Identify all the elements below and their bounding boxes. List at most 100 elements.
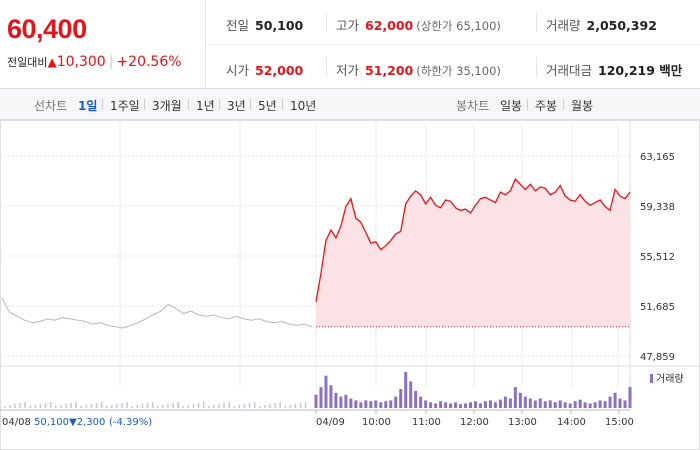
prev-volume-bar xyxy=(14,404,16,408)
volume-bar xyxy=(389,400,393,408)
volume-bar xyxy=(483,401,487,408)
change-label: 전일대비 xyxy=(7,56,48,69)
prev-day-change-label: ▼2,300 xyxy=(69,417,105,428)
prev-volume-bar xyxy=(29,406,31,408)
volume-bar xyxy=(588,403,592,408)
current-price: 60,400 xyxy=(7,14,87,44)
prev-volume-bar xyxy=(177,402,179,408)
prev-volume-bar xyxy=(70,403,72,408)
volume-bar xyxy=(449,403,453,408)
volume-bar xyxy=(623,400,627,408)
tab-1y[interactable]: 1년 xyxy=(196,99,215,113)
volume-bar xyxy=(324,375,328,408)
price-area xyxy=(316,179,630,327)
volume-bar xyxy=(493,402,497,408)
prev-volume-bar xyxy=(131,406,133,408)
volume-bar xyxy=(469,402,473,408)
prev-day-line xyxy=(1,297,313,329)
volume-bar xyxy=(508,398,512,408)
volume-bar xyxy=(503,396,507,408)
price-chart[interactable]: 63,165 59,338 55,512 51,685 47,859 거래량 04/08 50… xyxy=(0,120,700,450)
prev-volume-bar xyxy=(141,404,144,408)
prev-day-date-label: 04/08 xyxy=(2,417,31,428)
prev-volume-bar xyxy=(34,405,37,408)
tab-5y[interactable]: 5년 xyxy=(258,99,277,113)
prev-volume-bar xyxy=(192,404,195,408)
volume-bar xyxy=(369,401,373,408)
prev-volume-bar xyxy=(202,402,205,408)
tab-3m[interactable]: 3개월 xyxy=(152,99,182,113)
volume-bar xyxy=(424,400,428,408)
prev-volume-bar xyxy=(299,403,302,408)
volume-bar xyxy=(394,396,398,408)
volume-bar xyxy=(618,398,622,408)
y-tick-label: 59,338 xyxy=(640,202,675,213)
prev-volume-bar xyxy=(146,403,149,408)
prev-volume-bar xyxy=(85,405,88,408)
prev-volume-bar xyxy=(162,405,164,408)
candle-chart-label: 봉차트 xyxy=(456,99,490,113)
prev-volume-bar xyxy=(100,402,103,408)
prev-volume-bar xyxy=(238,405,241,408)
prev-volume-bar xyxy=(304,402,307,408)
prev-volume-bar xyxy=(95,403,98,408)
volume-bar xyxy=(344,394,348,408)
x-tick-label: 13:00 xyxy=(508,417,537,428)
x-tick-label: 12:00 xyxy=(460,417,489,428)
prev-volume-bar xyxy=(44,403,47,408)
volume-bar xyxy=(334,392,338,408)
volume-bar xyxy=(329,385,333,408)
x-tick-label: 04/09 xyxy=(316,417,345,428)
volume-bar xyxy=(553,402,557,408)
x-tick-label: 10:00 xyxy=(362,417,391,428)
stat-open: 시가 52,000 xyxy=(226,63,304,78)
prev-day-pct-label: (-4.39%) xyxy=(109,417,152,428)
prev-volume-bar xyxy=(136,405,139,408)
volume-bar xyxy=(364,400,368,408)
prev-volume-bar xyxy=(269,404,271,408)
y-tick-label: 63,165 xyxy=(640,152,675,163)
line-chart-label: 선차트 xyxy=(34,99,68,113)
volume-bar xyxy=(488,400,492,408)
volume-legend-swatch xyxy=(650,374,653,383)
prev-volume-bar xyxy=(213,405,215,408)
prev-volume-bar xyxy=(116,404,118,408)
tab-weekly[interactable]: 주봉 xyxy=(535,99,558,113)
volume-bar xyxy=(538,398,542,408)
prev-volume-bar xyxy=(279,402,281,408)
volume-bar xyxy=(414,390,418,408)
volume-bar xyxy=(628,387,632,408)
prev-volume-bar xyxy=(55,406,57,408)
volume-bar xyxy=(349,398,353,408)
tab-3y[interactable]: 3년 xyxy=(227,99,246,113)
tab-1w[interactable]: 1주일 xyxy=(110,99,140,113)
volume-bar xyxy=(568,403,572,408)
prev-volume-bar xyxy=(111,405,113,408)
tab-monthly[interactable]: 월봉 xyxy=(571,99,594,113)
prev-volume-bar xyxy=(243,404,246,408)
volume-bar xyxy=(444,402,448,408)
volume-bar xyxy=(598,400,602,408)
prev-volume-bar xyxy=(39,404,42,408)
stat-volume: 거래량 2,050,392 xyxy=(546,18,657,33)
volume-bar xyxy=(548,400,552,408)
y-tick-label: 51,685 xyxy=(640,302,675,313)
volume-bar xyxy=(354,400,358,408)
prev-volume-bar xyxy=(208,406,210,408)
volume-bar xyxy=(583,402,587,408)
prev-volume-bar xyxy=(259,406,261,408)
prev-volume-bar xyxy=(157,406,159,408)
stats-panel: 전일 50,100 고가 62,000 (상한가 65,100) 거래량 2,050,3… xyxy=(206,0,700,88)
volume-bar xyxy=(384,401,388,408)
price-line xyxy=(315,177,631,303)
volume-bar xyxy=(513,387,517,408)
volume-bar xyxy=(379,402,383,408)
tab-10y[interactable]: 10년 xyxy=(290,99,317,113)
prev-volume-bar xyxy=(60,405,62,408)
volume-bar xyxy=(478,403,482,408)
tab-daily[interactable]: 일봉 xyxy=(500,99,523,113)
tab-1d[interactable]: 1일 xyxy=(78,99,98,113)
stat-trade-value: 거래대금 120,219 백만 xyxy=(546,63,683,78)
prev-volume-bar xyxy=(172,403,174,408)
prev-volume-bar xyxy=(151,402,154,408)
